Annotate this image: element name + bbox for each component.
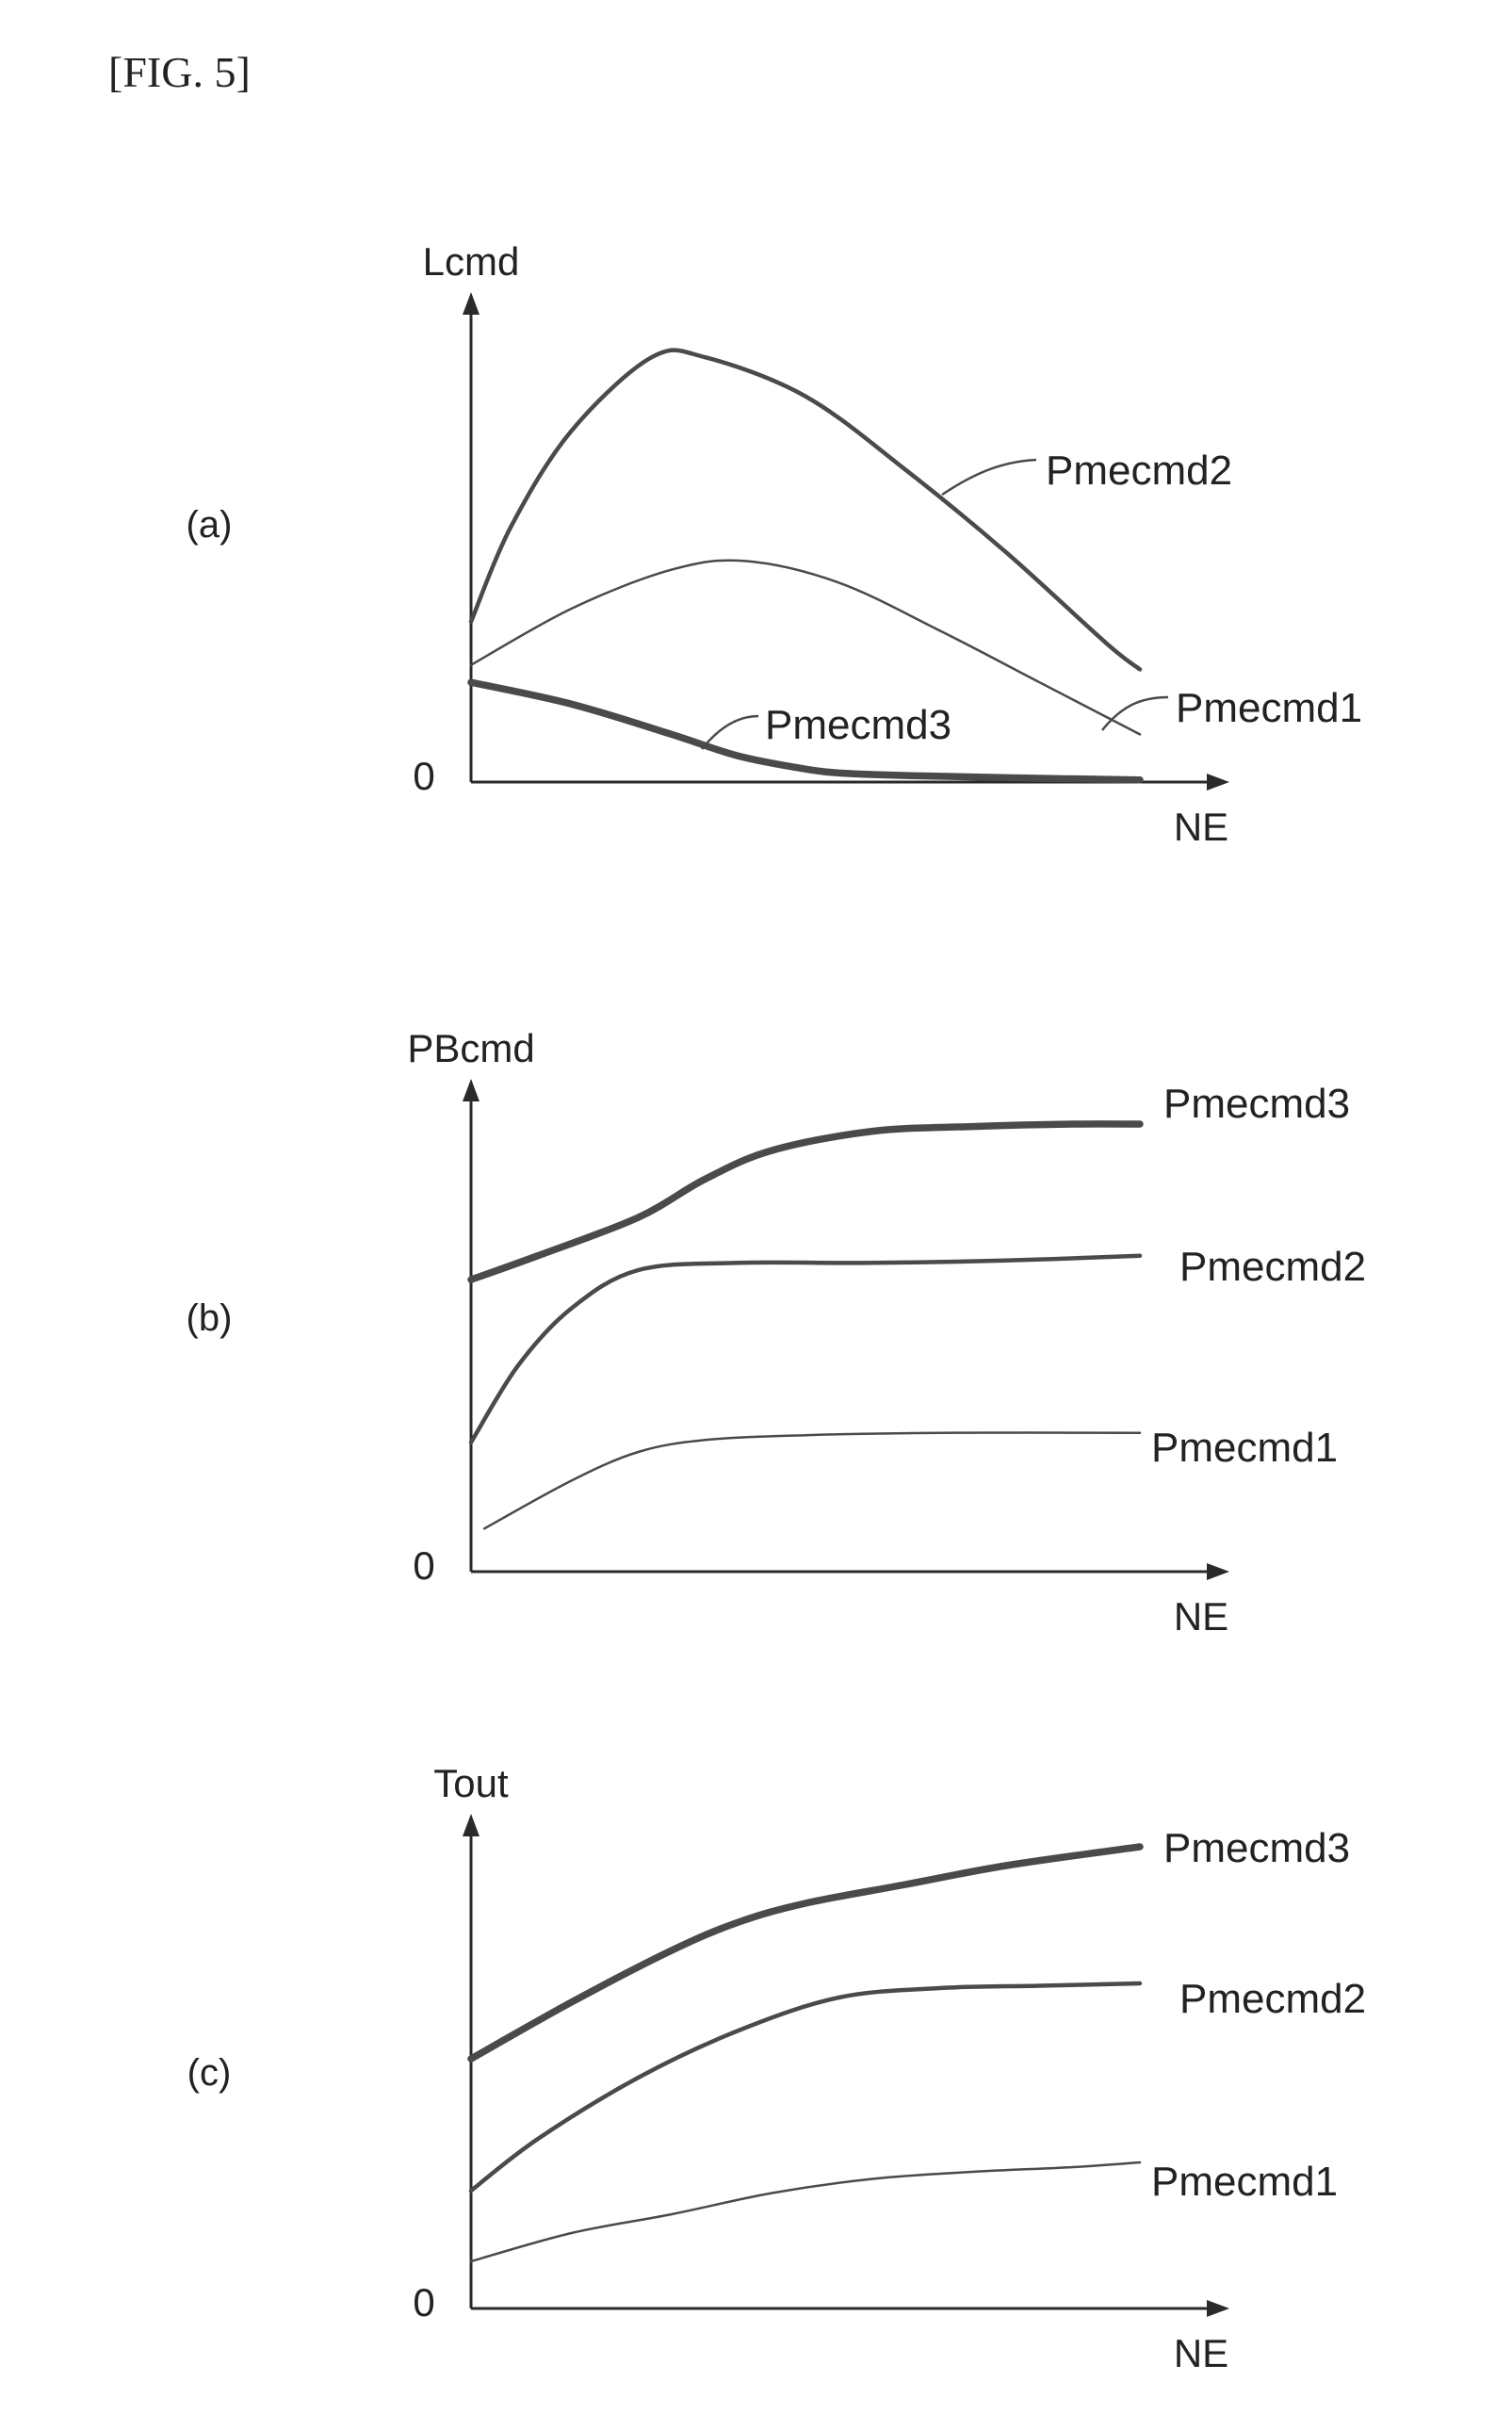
series-leader-line: [942, 460, 1036, 495]
panel-label: (b): [187, 1297, 233, 1339]
series-label-pmecmd2: Pmecmd2: [1179, 1244, 1366, 1290]
series-line-pmecmd2: [471, 1983, 1140, 2191]
series-line-pmecmd2: [471, 1256, 1140, 1443]
series-line-pmecmd2: [471, 351, 1140, 670]
panel-3: Tout NE 0 (c) Pmecmd3 Pmecmd2 Pmecmd1: [187, 1761, 1366, 2375]
origin-label: 0: [413, 2280, 434, 2324]
figure-label: [FIG. 5]: [108, 48, 251, 96]
y-axis-arrow: [463, 1814, 480, 1836]
chart-panels: Lcmd NE 0 (a) Pmecmd2 Pmecmd1 Pmecmd3 PBcmd NE 0 (…: [187, 239, 1367, 2375]
series-label-pmecmd3: Pmecmd3: [765, 702, 951, 748]
y-axis-arrow: [463, 292, 480, 315]
series-label-pmecmd1: Pmecmd1: [1176, 685, 1362, 731]
series-label-pmecmd1: Pmecmd1: [1151, 2159, 1338, 2205]
x-axis-arrow: [1207, 1563, 1229, 1580]
series-line-pmecmd1: [484, 1433, 1140, 1529]
x-axis-label: NE: [1174, 805, 1228, 849]
panel-1: Lcmd NE 0 (a) Pmecmd2 Pmecmd1 Pmecmd3: [187, 239, 1363, 849]
y-axis-label: PBcmd: [407, 1026, 534, 1070]
series-leader-line: [1102, 697, 1168, 730]
series-label-pmecmd3: Pmecmd3: [1163, 1081, 1350, 1127]
series-label-pmecmd3: Pmecmd3: [1163, 1825, 1350, 1871]
y-axis-arrow: [463, 1079, 480, 1101]
x-axis-arrow: [1207, 2300, 1229, 2317]
series-label-pmecmd2: Pmecmd2: [1179, 1976, 1366, 2022]
x-axis-label: NE: [1174, 1594, 1228, 1639]
series-line-pmecmd3: [471, 1124, 1140, 1280]
series-line-pmecmd1: [471, 2162, 1140, 2261]
series-line-pmecmd3: [471, 1847, 1140, 2059]
series-label-pmecmd2: Pmecmd2: [1046, 448, 1232, 494]
x-axis-label: NE: [1174, 2331, 1228, 2375]
y-axis-label: Lcmd: [423, 239, 520, 284]
y-axis-label: Tout: [433, 1761, 509, 1805]
x-axis-arrow: [1207, 774, 1229, 791]
panel-label: (a): [187, 504, 233, 546]
panel-label: (c): [187, 2052, 232, 2094]
series-label-pmecmd1: Pmecmd1: [1151, 1425, 1338, 1471]
origin-label: 0: [413, 754, 434, 798]
panel-2: PBcmd NE 0 (b) Pmecmd3 Pmecmd2 Pmecmd1: [187, 1026, 1367, 1639]
origin-label: 0: [413, 1543, 434, 1588]
